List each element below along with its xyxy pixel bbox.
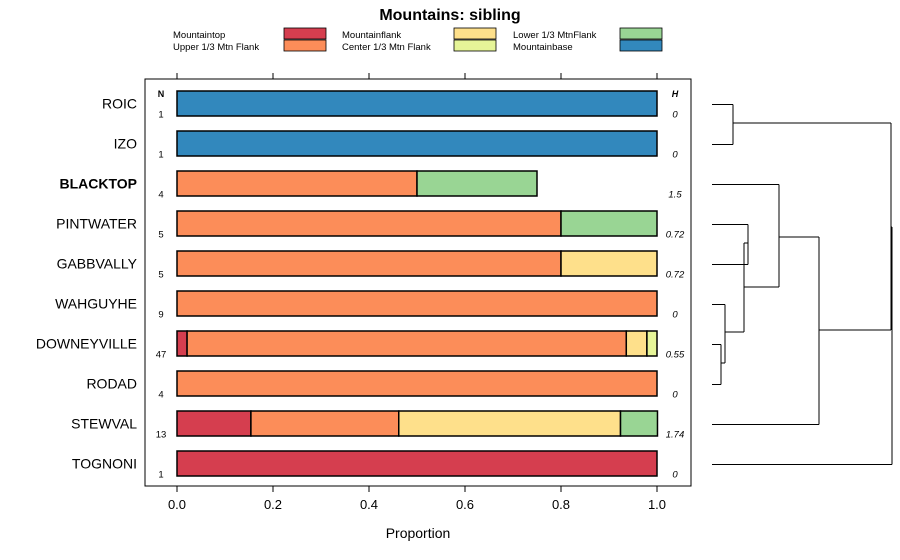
legend-label: Mountaintop <box>173 30 225 41</box>
h-value: 0 <box>672 310 678 321</box>
n-value: 4 <box>158 190 163 201</box>
bar-segment <box>176 370 658 397</box>
legend-swatch <box>453 39 497 52</box>
bar-segment <box>186 330 628 357</box>
n-value: 5 <box>158 230 163 241</box>
x-tick-label: 0.8 <box>552 497 570 512</box>
n-value: 13 <box>156 430 167 441</box>
n-column-header: N <box>158 89 165 99</box>
legend-label: Upper 1/3 Mtn Flank <box>173 42 259 53</box>
x-axis: 0.0 0.2 0.4 0.6 0.8 1.0 <box>168 73 666 512</box>
bar-rows: ROIC 1 0 IZO 1 0 BLACKTOP 4 1.5 PINTWATER 5 0.72 GAB… <box>36 90 685 481</box>
bar-segment <box>416 170 538 197</box>
n-value: 4 <box>158 390 163 401</box>
row-label: STEWVAL <box>71 416 137 432</box>
dendrogram <box>712 104 893 465</box>
legend-label: Lower 1/3 MtnFlank <box>513 30 597 41</box>
row-label: TOGNONI <box>72 456 137 472</box>
bar-segment <box>176 130 658 157</box>
legend-swatch <box>453 27 497 40</box>
h-value: 0 <box>672 110 678 121</box>
bar-segment <box>646 330 658 357</box>
bar-segment <box>176 290 658 317</box>
h-value: 0.72 <box>666 270 685 281</box>
n-value: 47 <box>156 350 167 361</box>
bar-segment <box>176 90 658 117</box>
row-label: WAHGUYHE <box>55 296 137 312</box>
bar-segment <box>176 170 418 197</box>
bar-segment <box>176 410 252 437</box>
bar-segment <box>398 410 622 437</box>
bar-segment <box>560 250 658 277</box>
row-label: DOWNEYVILLE <box>36 336 137 352</box>
row-label: RODAD <box>86 376 137 392</box>
legend-swatch <box>283 39 327 52</box>
n-value: 9 <box>158 310 163 321</box>
bar-segment <box>176 450 658 477</box>
bar-segment <box>250 410 400 437</box>
bar-segment <box>176 330 188 357</box>
n-value: 1 <box>158 150 163 161</box>
legend-label: Mountainbase <box>513 42 573 53</box>
legend-label: Mountainflank <box>342 30 401 41</box>
h-value: 0.72 <box>666 230 685 241</box>
x-tick-label: 0.0 <box>168 497 186 512</box>
x-tick-label: 0.2 <box>264 497 282 512</box>
row-label: IZO <box>114 136 137 152</box>
row-label: ROIC <box>102 96 137 112</box>
legend-swatch <box>619 27 663 40</box>
x-tick-label: 0.4 <box>360 497 378 512</box>
row-label: BLACKTOP <box>59 176 137 192</box>
h-value: 1.5 <box>668 190 682 201</box>
h-value: 0 <box>672 150 678 161</box>
bar-segment <box>625 330 648 357</box>
legend-swatch <box>283 27 327 40</box>
bar-segment <box>176 250 562 277</box>
x-axis-label: Proportion <box>386 525 451 541</box>
legend-label: Center 1/3 Mtn Flank <box>342 42 431 53</box>
bar-segment <box>560 210 658 237</box>
n-value: 1 <box>158 470 163 481</box>
h-value: 0.55 <box>666 350 685 361</box>
legend-swatch <box>619 39 663 52</box>
row-label: PINTWATER <box>56 216 137 232</box>
bar-segment <box>176 210 562 237</box>
row-label: GABBVALLY <box>57 256 138 272</box>
x-tick-label: 0.6 <box>456 497 474 512</box>
n-value: 1 <box>158 110 163 121</box>
h-value: 1.74 <box>666 430 685 441</box>
h-value: 0 <box>672 470 678 481</box>
plot-frame <box>144 78 692 487</box>
x-tick-label: 1.0 <box>648 497 666 512</box>
bar-segment <box>619 410 659 437</box>
n-value: 5 <box>158 270 163 281</box>
h-column-header: H <box>672 89 679 99</box>
h-value: 0 <box>672 390 678 401</box>
chart-title: Mountains: sibling <box>379 7 520 24</box>
